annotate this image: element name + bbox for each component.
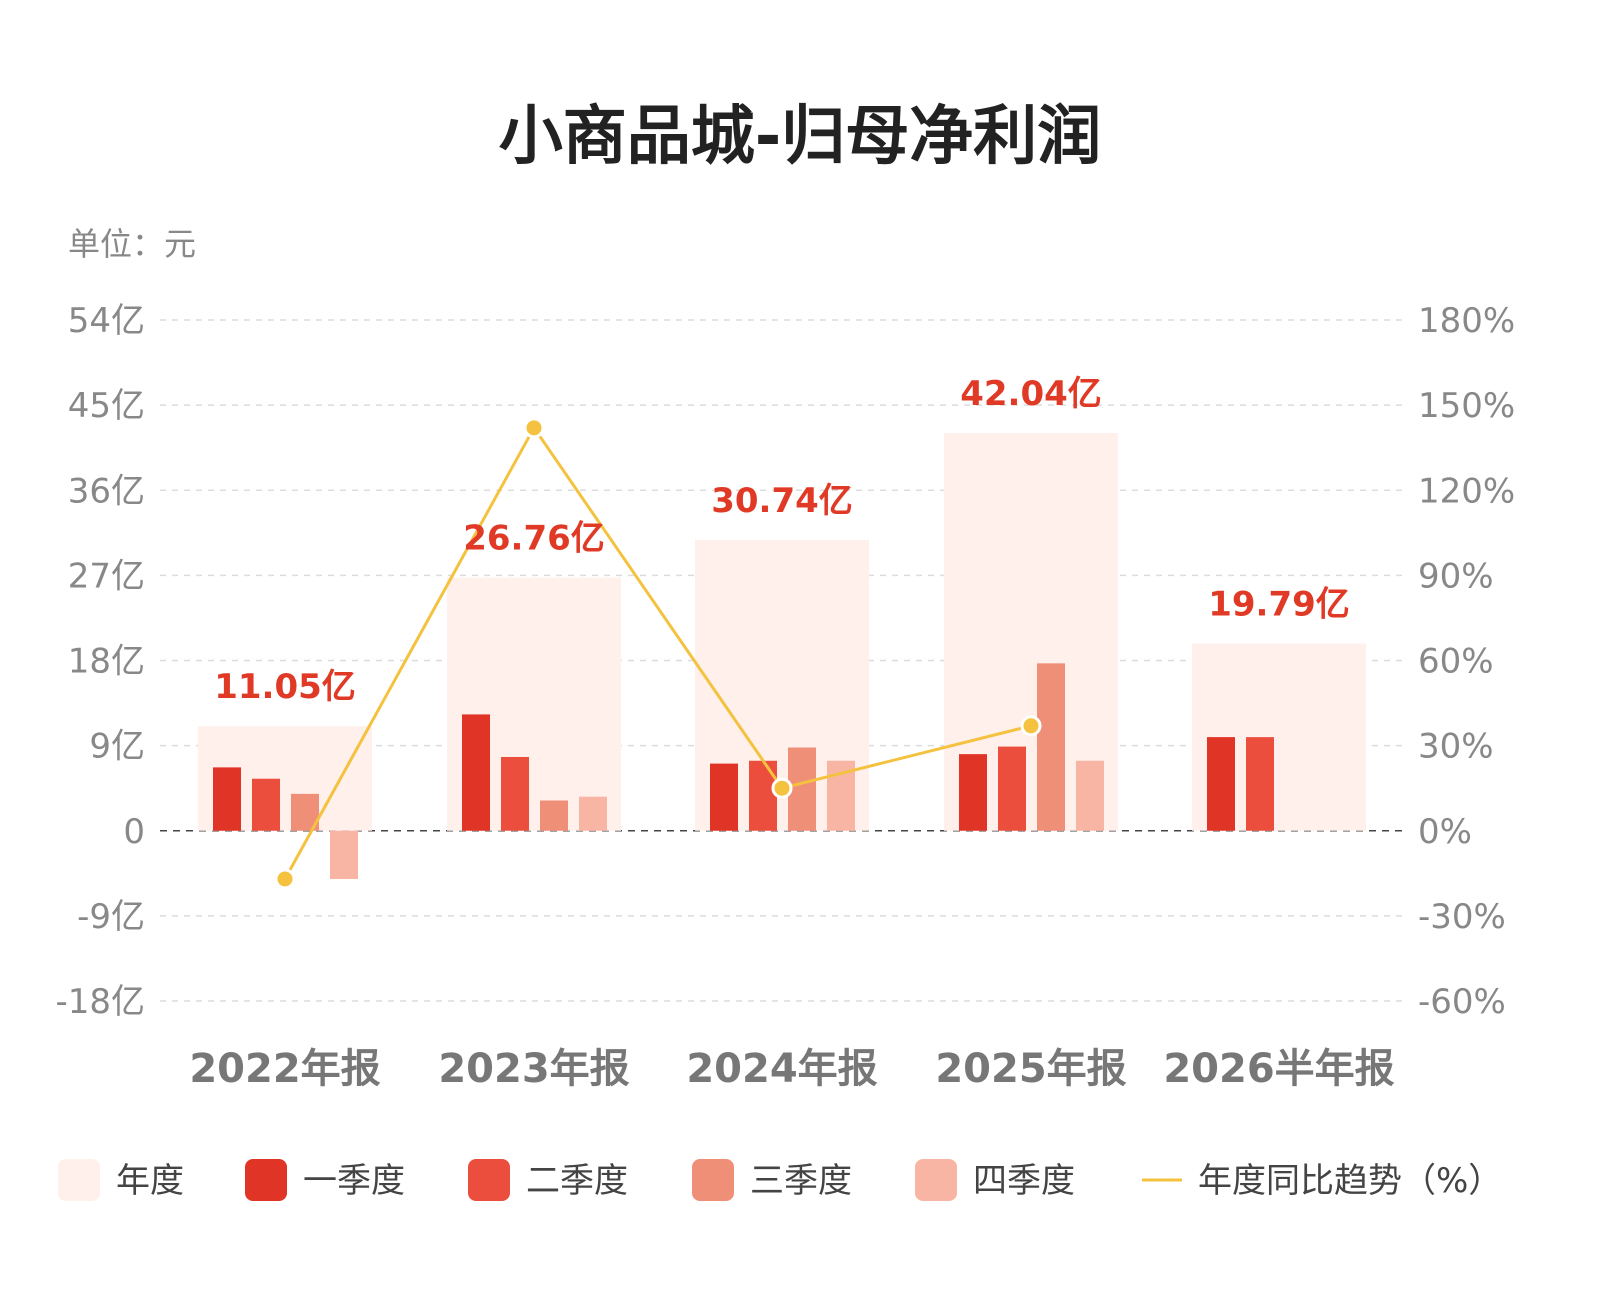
legend-q4-swatch [915,1159,957,1201]
y-left-tick-label: 0 [123,812,145,852]
trend-point [523,417,545,439]
legend-trend-label: 年度同比趋势（%） [1198,1161,1502,1201]
trend-point [1020,715,1042,737]
y-left-tick-label: 45亿 [68,386,145,426]
q1-bar [213,767,241,831]
y-right-tick-label: 150% [1418,386,1515,426]
y-axis-left: 54亿 45亿 36亿 27亿 18亿 9亿 0 -9亿 -18亿 [55,301,145,1022]
y-left-tick-label: -18亿 [55,982,145,1022]
trend-line [283,424,1032,880]
data-labels: 11.05亿 26.76亿 30.74亿 42.04亿 19.79亿 [214,374,1350,707]
annual-value-label: 42.04亿 [960,374,1102,414]
legend-q3-label: 三季度 [750,1161,852,1201]
legend-q1-label: 一季度 [303,1161,405,1201]
x-category-label: 2025年报 [935,1046,1126,1092]
legend: 年度 一季度 二季度 三季度 四季度 年度同比趋势（%） [58,1159,1502,1201]
bars [198,433,1366,879]
q4-bar [579,796,607,831]
q2-bar [501,756,529,831]
q3-bar [1037,663,1065,831]
trend-line-group [274,417,1042,890]
x-axis-categories: 2022年报 2023年报 2024年报 2025年报 2026半年报 [189,1046,1394,1092]
q4-bar [1076,760,1104,831]
y-left-tick-label: -9亿 [77,897,145,937]
y-right-tick-label: 30% [1418,727,1494,767]
unit-label: 单位：元 [68,225,196,263]
y-axis-right: 180% 150% 120% 90% 60% 30% 0% -30% -60% [1418,301,1515,1022]
legend-q2-swatch [468,1159,510,1201]
q3-bar [540,800,568,831]
x-category-label: 2023年报 [438,1046,629,1092]
y-left-tick-label: 36亿 [68,471,145,511]
annual-value-label: 26.76亿 [463,519,605,559]
legend-annual-swatch [58,1159,100,1201]
chart-title: 小商品城-归母净利润 [499,100,1102,174]
y-right-tick-label: 0% [1418,812,1472,852]
q2-bar [1246,737,1274,831]
q1-bar [1207,737,1235,831]
annual-value-label: 30.74亿 [711,481,853,521]
legend-q3-swatch [692,1159,734,1201]
y-right-tick-label: 120% [1418,471,1515,511]
q1-bar [710,763,738,831]
legend-q2-label: 二季度 [526,1161,628,1201]
q3-bar [788,747,816,831]
q2-bar [252,778,280,831]
y-right-tick-label: 90% [1418,556,1494,596]
x-category-label: 2026半年报 [1163,1046,1394,1092]
trend-point [274,868,296,890]
q2-bar [749,760,777,831]
y-right-tick-label: -60% [1418,982,1506,1022]
annual-value-label: 11.05亿 [214,667,356,707]
y-left-tick-label: 18亿 [68,642,145,682]
q2-bar [998,746,1026,831]
legend-q4-label: 四季度 [973,1161,1075,1201]
y-right-tick-label: -30% [1418,897,1506,937]
q1-bar [959,754,987,831]
legend-q1-swatch [245,1159,287,1201]
q4-bar [330,830,358,879]
y-left-tick-label: 9亿 [89,727,145,767]
x-category-label: 2024年报 [686,1046,877,1092]
q1-bar [462,714,490,831]
y-left-tick-label: 54亿 [68,301,145,341]
annual-value-label: 19.79亿 [1208,585,1350,625]
legend-annual-label: 年度 [116,1161,184,1201]
y-left-tick-label: 27亿 [68,556,145,596]
trend-point [771,777,793,799]
y-right-tick-label: 60% [1418,642,1494,682]
x-category-label: 2022年报 [189,1046,380,1092]
y-right-tick-label: 180% [1418,301,1515,341]
